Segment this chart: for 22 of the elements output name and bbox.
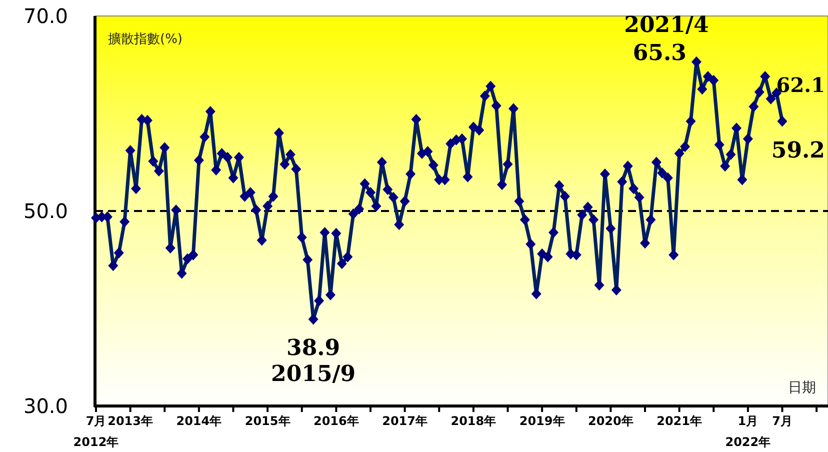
x-tick-label: 2016年 [313, 414, 359, 428]
x-tick-label: 1月 2022年 [725, 414, 771, 449]
x-axis-title: 日期 [788, 380, 816, 396]
x-tick-label: 2015年 [244, 414, 290, 428]
x-tick-label: 7月 [772, 414, 792, 428]
y-tick-label: 70.0 [23, 4, 68, 28]
x-tick-label: 2014年 [176, 414, 222, 428]
data-label: 38.9 [286, 335, 340, 362]
y-tick-label: 30.0 [23, 394, 68, 418]
x-tick-label: 2017年 [382, 414, 428, 428]
y-axis-title: 擴散指數(%) [108, 32, 182, 47]
x-tick-label: 2021年 [656, 414, 702, 428]
x-tick-label: 2018年 [450, 414, 496, 428]
annotation: 2015/9 [271, 361, 356, 388]
x-tick-label: 2013年 [108, 414, 154, 428]
data-label: 59.2 [771, 137, 825, 164]
annotation: 2021/4 [624, 12, 709, 38]
x-tick-label: 2019年 [519, 414, 565, 428]
data-label: 65.3 [632, 40, 686, 66]
x-tick-label: 2020年 [588, 414, 634, 428]
data-label: 62.1 [776, 73, 825, 98]
y-tick-label: 50.0 [23, 199, 68, 223]
